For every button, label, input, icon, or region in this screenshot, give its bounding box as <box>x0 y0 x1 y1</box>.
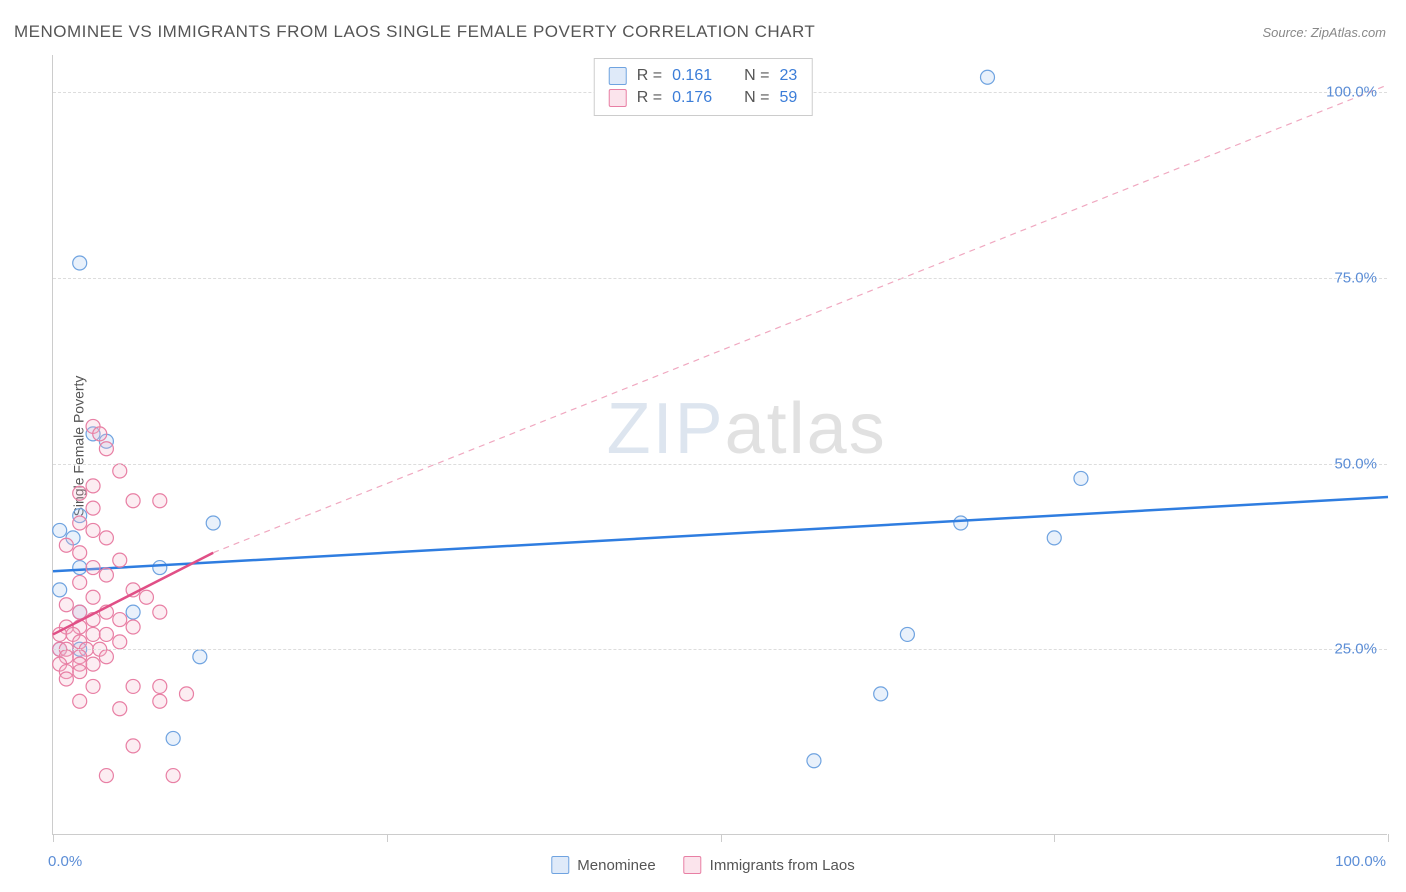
data-point <box>113 635 127 649</box>
series-legend: Menominee Immigrants from Laos <box>551 856 854 874</box>
legend-r-value: 0.161 <box>672 67 712 85</box>
gridline <box>53 649 1387 650</box>
x-tick <box>721 834 722 842</box>
legend-n-value: 23 <box>779 67 797 85</box>
chart-title: MENOMINEE VS IMMIGRANTS FROM LAOS SINGLE… <box>14 22 815 42</box>
data-point <box>86 657 100 671</box>
x-tick <box>1054 834 1055 842</box>
data-point <box>73 516 87 530</box>
legend-n-label: N = <box>744 67 769 85</box>
data-point <box>99 627 113 641</box>
data-point <box>99 650 113 664</box>
data-point <box>166 769 180 783</box>
data-point <box>153 679 167 693</box>
correlation-legend: R = 0.161 N = 23 R = 0.176 N = 59 <box>594 58 813 116</box>
data-point <box>153 605 167 619</box>
data-point <box>126 620 140 634</box>
data-point <box>73 694 87 708</box>
legend-series-name: Menominee <box>577 857 655 874</box>
data-point <box>113 702 127 716</box>
x-tick <box>387 834 388 842</box>
data-point <box>954 516 968 530</box>
plot-area: ZIPatlas 25.0%50.0%75.0%100.0% <box>52 55 1387 835</box>
data-point <box>139 590 153 604</box>
trend-line <box>53 497 1388 571</box>
y-tick-label: 75.0% <box>1334 269 1377 286</box>
y-tick-label: 25.0% <box>1334 641 1377 658</box>
data-point <box>73 665 87 679</box>
y-tick-label: 50.0% <box>1334 455 1377 472</box>
legend-swatch <box>551 856 569 874</box>
data-point <box>1074 471 1088 485</box>
x-tick <box>1388 834 1389 842</box>
data-point <box>86 679 100 693</box>
source-attribution: Source: ZipAtlas.com <box>1262 25 1386 40</box>
data-point <box>73 561 87 575</box>
trend-line-extrapolated <box>213 85 1388 553</box>
data-point <box>86 479 100 493</box>
legend-swatch <box>684 856 702 874</box>
data-point <box>59 672 73 686</box>
data-point <box>126 679 140 693</box>
data-point <box>53 523 67 537</box>
plot-svg <box>53 55 1387 834</box>
legend-swatch <box>609 89 627 107</box>
data-point <box>99 442 113 456</box>
data-point <box>86 523 100 537</box>
legend-swatch <box>609 67 627 85</box>
data-point <box>86 627 100 641</box>
data-point <box>153 561 167 575</box>
legend-r-value: 0.176 <box>672 89 712 107</box>
data-point <box>53 583 67 597</box>
legend-r-label: R = <box>637 89 662 107</box>
data-point <box>126 605 140 619</box>
x-tick <box>53 834 54 842</box>
data-point <box>73 546 87 560</box>
data-point <box>126 494 140 508</box>
data-point <box>807 754 821 768</box>
data-point <box>874 687 888 701</box>
data-point <box>86 561 100 575</box>
data-point <box>59 598 73 612</box>
data-point <box>180 687 194 701</box>
data-point <box>113 613 127 627</box>
legend-item: Immigrants from Laos <box>684 856 855 874</box>
data-point <box>981 70 995 84</box>
data-point <box>59 538 73 552</box>
data-point <box>1047 531 1061 545</box>
data-point <box>153 694 167 708</box>
data-point <box>86 590 100 604</box>
data-point <box>73 256 87 270</box>
data-point <box>99 531 113 545</box>
y-tick-label: 100.0% <box>1326 84 1377 101</box>
data-point <box>126 739 140 753</box>
data-point <box>166 731 180 745</box>
legend-item: Menominee <box>551 856 655 874</box>
data-point <box>93 427 107 441</box>
legend-n-value: 59 <box>779 89 797 107</box>
data-point <box>73 575 87 589</box>
gridline <box>53 278 1387 279</box>
data-point <box>99 769 113 783</box>
data-point <box>73 486 87 500</box>
data-point <box>900 627 914 641</box>
data-point <box>86 501 100 515</box>
data-point <box>193 650 207 664</box>
chart-container: MENOMINEE VS IMMIGRANTS FROM LAOS SINGLE… <box>0 0 1406 892</box>
legend-row: R = 0.176 N = 59 <box>609 87 798 109</box>
data-point <box>153 494 167 508</box>
data-point <box>206 516 220 530</box>
legend-row: R = 0.161 N = 23 <box>609 65 798 87</box>
data-point <box>113 464 127 478</box>
data-point <box>99 568 113 582</box>
x-axis-origin-label: 0.0% <box>48 853 82 870</box>
data-point <box>113 553 127 567</box>
legend-n-label: N = <box>744 89 769 107</box>
legend-series-name: Immigrants from Laos <box>710 857 855 874</box>
gridline <box>53 464 1387 465</box>
legend-r-label: R = <box>637 67 662 85</box>
x-axis-max-label: 100.0% <box>1335 853 1386 870</box>
